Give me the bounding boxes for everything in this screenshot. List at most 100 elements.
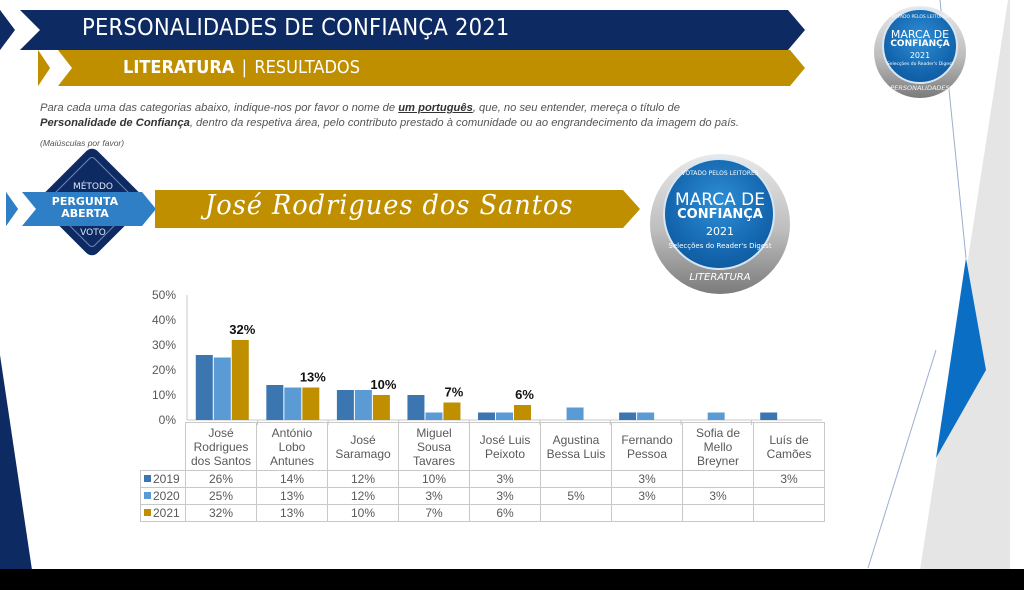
- question-part1: Para cada uma das categorias abaixo, ind…: [40, 102, 399, 114]
- table-cell: [682, 504, 754, 522]
- category-label: Agustina Bessa Luis: [540, 422, 612, 471]
- bar-2021: [443, 402, 461, 420]
- badge-line2: CONFIANÇA: [890, 39, 950, 49]
- legend-label: 2019: [153, 472, 180, 486]
- legend-key-icon: [144, 509, 151, 517]
- bar-2019: [266, 385, 284, 420]
- chart-plot: 0% 10% 20% 30% 40% 50% 32% 13% 10% 7% 6%: [152, 288, 822, 425]
- table-cell: 10%: [327, 504, 399, 522]
- category-label-line: Miguel: [416, 425, 452, 440]
- bar-2021: [302, 387, 320, 420]
- bottom-bar: [0, 569, 1024, 590]
- bar-2019: [478, 412, 495, 420]
- bar-2019: [760, 412, 778, 420]
- bar-2019: [195, 355, 213, 420]
- category-label: Luís de Camões: [753, 422, 825, 471]
- table-cell: 3%: [398, 487, 470, 505]
- category-label-line: José Luis: [479, 432, 531, 447]
- data-label: 10%: [370, 377, 396, 392]
- category-label-line: Agustina: [552, 432, 600, 447]
- category-label: Miguel Sousa Tavares: [398, 422, 470, 471]
- category-label-line: Fernando: [621, 432, 673, 447]
- table-cell: 6%: [469, 504, 541, 522]
- subtitle: LITERATURA | RESULTADOS: [123, 57, 360, 78]
- table-cell: 5%: [540, 487, 612, 505]
- title-banner: PERSONALIDADES DE CONFIANÇA 2021: [0, 10, 805, 50]
- badge-line1: MARCA DE: [675, 190, 765, 210]
- table-corner: [140, 422, 186, 471]
- table-cell: 14%: [256, 470, 328, 488]
- category-label-line: Breyner: [696, 453, 740, 468]
- table-row: 2020 25% 13% 12% 3% 3% 5% 3% 3%: [140, 487, 825, 505]
- badge-disc: [663, 158, 775, 270]
- category-label-line: Lobo: [278, 439, 306, 454]
- table-cell: 32%: [185, 504, 257, 522]
- table-cell: 3%: [469, 487, 541, 505]
- category-label-line: Rodrigues: [193, 439, 249, 454]
- category-label-line: dos Santos: [190, 453, 252, 468]
- table-cell: 12%: [327, 487, 399, 505]
- table-cell: 10%: [398, 470, 470, 488]
- bar-2021: [514, 405, 531, 420]
- y-tick-label: 0%: [159, 413, 177, 425]
- legend-entry: 2019: [140, 470, 186, 488]
- legend-entry: 2020: [140, 487, 186, 505]
- bar-2020: [566, 407, 584, 420]
- y-tick-label: 40%: [152, 313, 176, 327]
- category-label-line: Camões: [766, 446, 812, 461]
- bar-2021: [372, 395, 390, 420]
- category-label-line: Saramago: [335, 446, 391, 461]
- winner-name: José Rodrigues dos Santos: [205, 190, 574, 221]
- category-label-line: António: [271, 425, 313, 440]
- legend-entry: 2021: [140, 504, 186, 522]
- winner-banner: José Rodrigues dos Santos: [155, 190, 640, 228]
- question-part3: , dentro da respetiva área, pelo contrib…: [189, 117, 740, 129]
- table-cell: [540, 470, 612, 488]
- data-label: 6%: [515, 387, 534, 402]
- table-cell: [540, 504, 612, 522]
- legend-key-icon: [144, 475, 151, 483]
- table-cell: [753, 487, 825, 505]
- data-label: 32%: [229, 322, 255, 337]
- legend-label: 2021: [153, 506, 180, 520]
- badge-year: 2021: [909, 51, 931, 60]
- badge-year: 2021: [706, 225, 734, 238]
- table-cell: 3%: [469, 470, 541, 488]
- bar-2019: [619, 412, 637, 420]
- category-label-line: Antunes: [269, 453, 315, 468]
- bar-chart: 0% 10% 20% 30% 40% 50% 32% 13% 10% 7% 6% José Rodri…: [130, 285, 830, 535]
- category-label: José Rodrigues dos Santos: [185, 422, 257, 471]
- category-label-line: Sofia de: [695, 425, 741, 440]
- data-label: 7%: [445, 385, 464, 400]
- table-row: 2021 32% 13% 10% 7% 6%: [140, 504, 825, 522]
- category-label: José Saramago: [327, 422, 399, 471]
- badge-ribbon: LITERATURA: [689, 272, 751, 283]
- category-label: Sofia de Mello Breyner: [682, 422, 754, 471]
- bar-2019: [407, 395, 425, 420]
- question-emphasis: um português: [398, 102, 473, 114]
- category-label-line: Mello: [703, 439, 733, 454]
- category-label-line: José: [350, 432, 376, 447]
- category-label: José Luis Peixoto: [469, 422, 541, 471]
- bar-2020: [213, 357, 231, 420]
- subtitle-separator: |: [241, 57, 248, 78]
- category-label: LITERATURA: [123, 57, 235, 78]
- bar-2020: [707, 412, 725, 420]
- category-label-line: José: [208, 425, 234, 440]
- category-label: António Lobo Antunes: [256, 422, 328, 471]
- bar-2020: [496, 412, 513, 420]
- method-label: MÉTODO: [72, 182, 114, 192]
- question-text: Para cada uma das categorias abaixo, ind…: [40, 101, 870, 131]
- table-cell: 3%: [611, 487, 683, 505]
- section-label: RESULTADOS: [254, 57, 360, 78]
- bar-2020: [284, 387, 302, 420]
- table-cell: 26%: [185, 470, 257, 488]
- decorative-navy-triangle: [0, 355, 32, 570]
- table-cell: [611, 504, 683, 522]
- badge-personalidades: VOTADO PELOS LEITORES MARCA DE CONFIANÇA…: [866, 2, 974, 100]
- vote-label: VOTO: [80, 228, 106, 238]
- y-tick-label: 50%: [152, 288, 176, 302]
- bar-2020: [425, 412, 443, 420]
- badge-arc-bottom: Selecções do Reader's Digest: [668, 242, 772, 250]
